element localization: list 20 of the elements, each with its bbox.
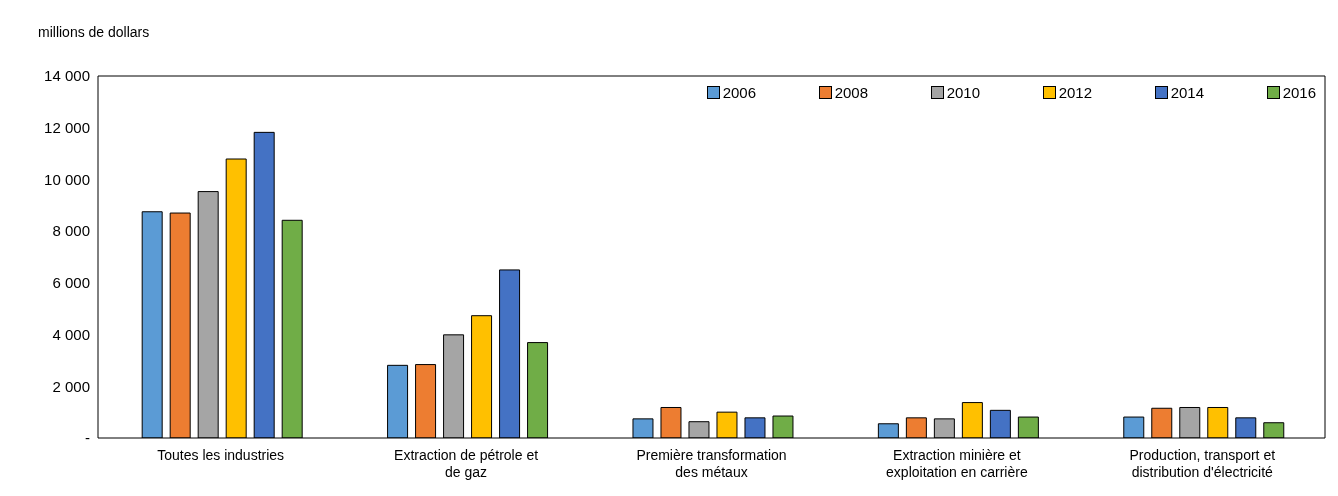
y-tick-label: 12 000 <box>44 119 90 137</box>
y-tick-label: 8 000 <box>52 222 90 240</box>
x-tick-label: Extraction de pétrole et de gaz <box>394 447 539 480</box>
legend-label: 2012 <box>1058 84 1092 101</box>
legend-label: 2006 <box>722 84 756 101</box>
y-tick-label: 2 000 <box>52 377 90 395</box>
x-tick-label: Extraction minière et exploitation en carrière <box>886 447 1028 480</box>
y-tick-label: 4 000 <box>52 325 90 343</box>
legend-label: 2010 <box>946 84 980 101</box>
y-tick-label: - <box>85 429 90 447</box>
y-axis-title: millions de dollars <box>38 24 150 40</box>
legend-label: 2008 <box>834 84 868 101</box>
y-tick-label: 6 000 <box>52 274 90 292</box>
legend-label: 2016 <box>1282 84 1316 101</box>
x-tick-label: Première transformation des métaux <box>636 447 787 480</box>
legend-label: 2014 <box>1170 84 1204 101</box>
x-tick-label: Production, transport et distribution d'électricité <box>1129 447 1276 480</box>
y-tick-label: 14 000 <box>44 67 90 85</box>
y-tick-label: 10 000 <box>44 170 90 188</box>
x-tick-label: Toutes les industries <box>157 447 285 463</box>
